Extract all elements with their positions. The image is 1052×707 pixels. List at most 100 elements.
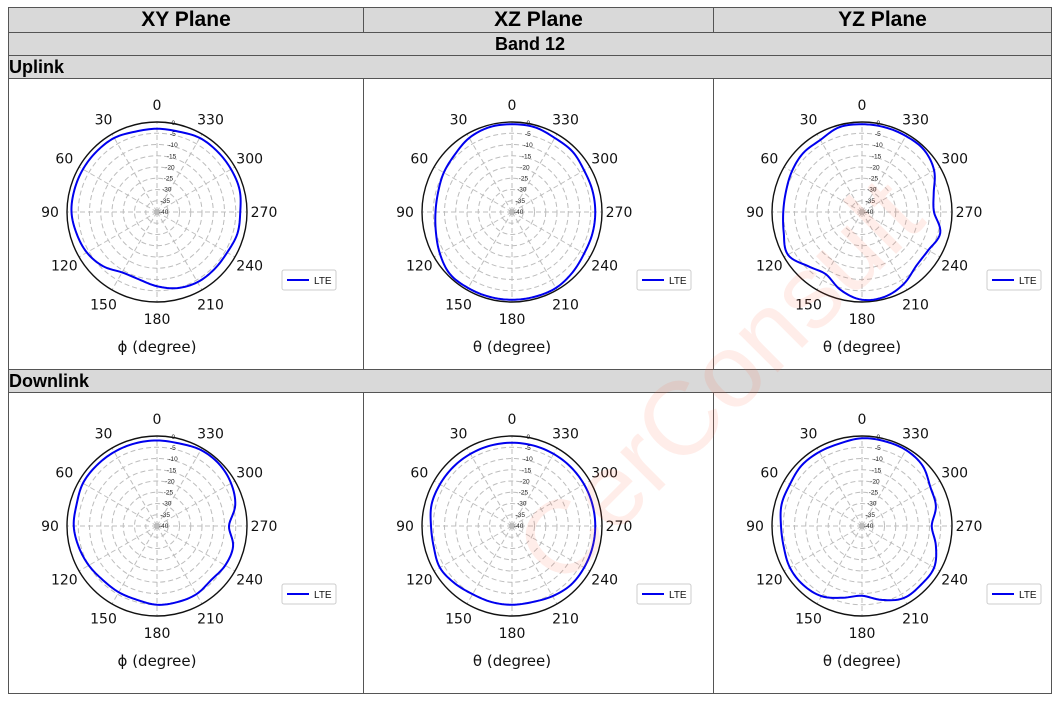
grid-spoke (861, 525, 908, 605)
grid-ring (134, 503, 180, 549)
angle-tick-label: 30 (800, 426, 818, 442)
radial-tick-label: -10 (523, 456, 533, 463)
polar-frame (421, 435, 603, 617)
angle-tick-label: 210 (197, 612, 224, 628)
angle-tick-label: 0 (508, 98, 517, 114)
grid-spoke (511, 211, 558, 291)
grid-spoke (783, 211, 863, 258)
radial-tick-label: -5 (875, 131, 881, 138)
polar-frame (771, 121, 953, 303)
angle-tick-label: 90 (746, 205, 764, 221)
grid-spoke (816, 447, 863, 527)
radial-tick-label: -20 (520, 478, 530, 485)
plot-cell-uplink-yz: 0 -5 -10 -15 -20 -25 -30 -35 -40 0 30 60 90 120 150 180… (713, 78, 1052, 370)
grid-ring (489, 189, 535, 235)
radial-tick-label: -10 (168, 456, 178, 463)
grid-spoke (861, 211, 941, 258)
polar-frame (771, 435, 953, 617)
angle-tick-label: 60 (55, 152, 73, 168)
grid-spoke (433, 525, 513, 572)
angle-tick-label: 180 (499, 626, 526, 642)
angle-tick-label: 60 (55, 466, 73, 482)
axis-label: θ (degree) (823, 652, 901, 670)
grid-spoke (861, 480, 941, 527)
plot-row-uplink: 0 -5 -10 -15 -20 -25 -30 -35 -40 0 30 60 90 120 150 180… (8, 78, 1052, 370)
grid-spoke (861, 525, 941, 572)
grid-ring (839, 189, 885, 235)
radial-tick-label: -30 (867, 501, 877, 508)
plot-cell-uplink-xy: 0 -5 -10 -15 -20 -25 -30 -35 -40 0 30 60 90 120 150 180… (8, 78, 364, 370)
grid-spoke (78, 211, 158, 258)
angle-tick-label: 240 (236, 259, 263, 275)
polar-frame (66, 121, 248, 303)
grid-spoke (466, 525, 513, 605)
legend-label: LTE (1019, 276, 1037, 287)
grid-spoke (78, 166, 158, 213)
angle-tick-label: 270 (251, 205, 278, 221)
radial-tick-label: -35 (161, 512, 171, 519)
radial-tick-label: -35 (161, 198, 171, 205)
angle-tick-label: 300 (941, 152, 968, 168)
radial-tick-label: -30 (517, 501, 527, 508)
angle-tick-label: 330 (552, 426, 579, 442)
grid-spoke (111, 525, 158, 605)
grid-spoke (466, 133, 513, 213)
radial-tick-label: -5 (525, 131, 531, 138)
angle-tick-label: 180 (499, 312, 526, 328)
grid-spoke (156, 480, 236, 527)
angle-tick-label: 0 (858, 412, 867, 428)
angle-tick-label: 330 (197, 112, 224, 128)
grid-spoke (861, 166, 941, 213)
radial-tick-label: -5 (170, 445, 176, 452)
radial-tick-label: -30 (162, 501, 172, 508)
center-dot (509, 209, 515, 215)
series-line-lte (72, 439, 237, 606)
angle-tick-label: 300 (591, 466, 618, 482)
grid-ring (782, 132, 942, 292)
grid-ring (489, 503, 535, 549)
legend-label: LTE (314, 276, 332, 287)
radial-tick-label: -30 (517, 187, 527, 194)
section-label-uplink: Uplink (8, 55, 1052, 79)
axis-label: θ (degree) (473, 338, 551, 356)
angle-tick-label: 210 (552, 298, 579, 314)
legend-label: LTE (669, 590, 687, 601)
grid-ring (839, 503, 885, 549)
antenna-pattern-table: XY Plane XZ Plane YZ Plane Band 12 Uplin… (8, 7, 1052, 694)
angle-tick-label: 60 (410, 466, 428, 482)
grid-spoke (861, 447, 908, 527)
radial-tick-label: -40 (159, 209, 169, 216)
polar-chart-downlink-yz: 0-5-10-15-20-25-30-35-400306090120150180… (746, 412, 1042, 670)
center-dot (154, 209, 160, 215)
angle-tick-label: 0 (508, 412, 517, 428)
grid-spoke (511, 133, 558, 213)
grid-spoke (156, 166, 236, 213)
radial-tick-label: -40 (514, 523, 524, 530)
grid-spoke (466, 211, 513, 291)
angle-tick-label: 330 (197, 426, 224, 442)
radial-tick-label: -15 (872, 467, 882, 474)
angle-tick-label: 180 (849, 626, 876, 642)
angle-tick-label: 270 (606, 519, 633, 535)
angle-tick-label: 30 (95, 112, 113, 128)
angle-tick-label: 300 (236, 466, 263, 482)
angle-tick-label: 30 (800, 112, 818, 128)
radial-tick-label: -30 (867, 187, 877, 194)
grid-spoke (156, 211, 236, 258)
angle-tick-label: 240 (591, 573, 618, 589)
radial-tick-label: -30 (162, 187, 172, 194)
grid-spoke (78, 480, 158, 527)
plot-cell-downlink-yz: 0 -5 -10 -15 -20 -25 -30 -35 -40 0 30 60 90 120 150 180… (713, 392, 1052, 694)
angle-tick-label: 180 (849, 312, 876, 328)
radial-tick-label: -20 (870, 478, 880, 485)
angle-tick-label: 0 (153, 412, 162, 428)
center-dot (509, 523, 515, 529)
angle-tick-label: 90 (396, 205, 414, 221)
column-header-xz: XZ Plane (363, 7, 714, 33)
axis-label: ϕ (degree) (118, 652, 197, 670)
grid-spoke (111, 211, 158, 291)
polar-frame (66, 435, 248, 617)
column-header-xy: XY Plane (8, 7, 364, 33)
radial-tick-label: -15 (167, 467, 177, 474)
radial-tick-label: -10 (168, 142, 178, 149)
